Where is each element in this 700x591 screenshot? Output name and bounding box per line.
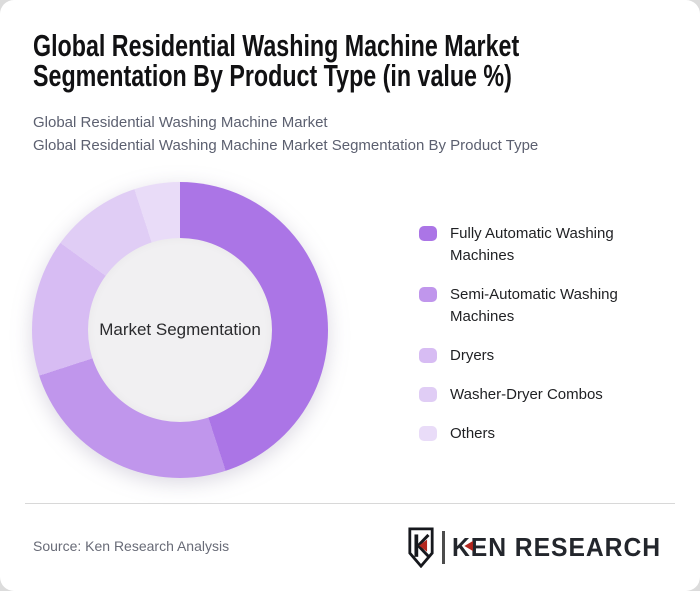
page-title-line2: Segmentation By Product Type (in value %… [33, 58, 512, 93]
legend-swatch [419, 226, 437, 241]
donut-center-label: Market Segmentation [99, 320, 261, 339]
brand-text: KEN RESEARCH [452, 532, 661, 563]
legend-swatch [419, 348, 437, 363]
legend: Fully Automatic Washing Machines Semi-Aut… [419, 223, 619, 462]
footer-divider [25, 503, 675, 504]
legend-swatch [419, 387, 437, 402]
page-title-line1: Global Residential Washing Machine Marke… [33, 28, 520, 63]
subtitle: Global Residential Washing Machine Marke… [33, 112, 538, 157]
legend-swatch [419, 426, 437, 441]
subtitle-line1: Global Residential Washing Machine Marke… [33, 114, 328, 131]
subtitle-line2: Global Residential Washing Machine Marke… [33, 136, 539, 154]
legend-item: Washer-Dryer Combos [419, 384, 619, 406]
legend-item: Dryers [419, 345, 619, 367]
shield-icon [408, 527, 434, 568]
legend-swatch [419, 287, 437, 302]
legend-item: Others [419, 423, 619, 445]
legend-label: Dryers [450, 347, 495, 364]
brand-k-triangle-icon [464, 541, 473, 551]
brand-logo: KEN RESEARCH [407, 527, 672, 568]
source-text: Source: Ken Research Analysis [33, 538, 230, 554]
legend-label: Semi-Automatic Washing Machines [450, 286, 618, 325]
brand-name: KEN RESEARCH [451, 532, 661, 562]
brand-divider [441, 531, 445, 564]
legend-item: Semi-Automatic Washing Machines [419, 284, 619, 328]
donut-chart: Market Segmentation [32, 182, 328, 478]
donut-center: Market Segmentation [88, 238, 272, 422]
legend-label: Fully Automatic Washing Machines [450, 225, 614, 264]
legend-label: Washer-Dryer Combos [450, 386, 603, 403]
legend-item: Fully Automatic Washing Machines [419, 223, 619, 267]
page-title: Global Residential Washing Machine Marke… [33, 28, 520, 93]
legend-label: Others [450, 425, 496, 442]
